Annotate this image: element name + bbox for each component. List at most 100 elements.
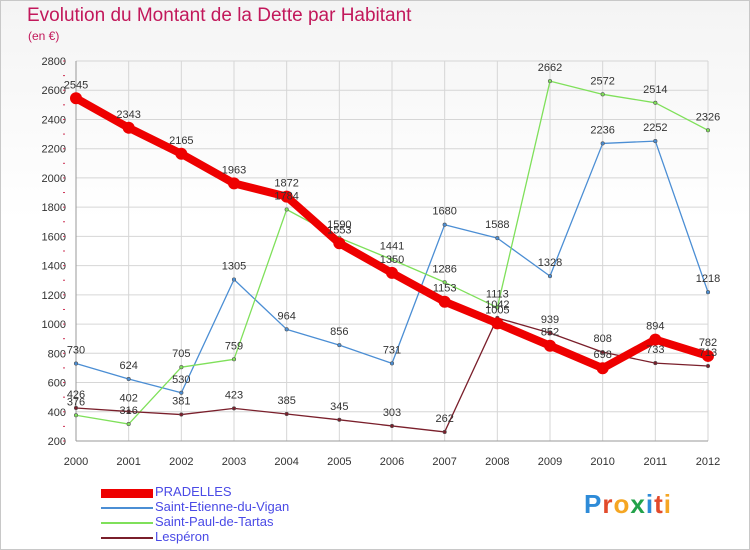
data-point	[600, 350, 605, 355]
data-point	[653, 361, 658, 366]
data-label: 731	[383, 344, 401, 356]
legend-label: Saint-Paul-de-Tartas	[155, 514, 274, 529]
data-point	[495, 236, 500, 241]
x-tick-label: 2009	[538, 456, 562, 468]
data-label: 1350	[380, 254, 404, 266]
data-label: 2662	[538, 62, 562, 74]
data-point	[179, 365, 184, 370]
legend-label: Lespéron	[155, 529, 210, 544]
data-point	[231, 277, 237, 282]
data-point	[547, 330, 553, 336]
y-tick-label: 2200	[42, 144, 66, 156]
data-label: 1588	[485, 219, 509, 231]
data-point	[547, 79, 553, 84]
data-label: 1590	[327, 219, 351, 231]
data-point	[438, 295, 451, 308]
y-tick-label: 600	[48, 378, 66, 390]
y-tick-label: 2800	[42, 56, 66, 68]
y-tick-label: 2000	[42, 173, 66, 185]
data-label: 856	[330, 326, 348, 338]
data-label: 808	[593, 333, 611, 345]
data-point	[122, 121, 135, 134]
data-point	[337, 343, 342, 348]
data-point	[442, 222, 447, 227]
data-label: 894	[646, 321, 664, 333]
data-point	[705, 290, 711, 295]
x-tick-label: 2012	[696, 456, 720, 468]
data-point	[126, 409, 131, 414]
data-point	[389, 423, 395, 428]
x-tick-label: 2010	[590, 456, 614, 468]
legend-swatch	[101, 522, 153, 524]
y-tick-label: 1600	[42, 231, 66, 243]
data-label: 2252	[643, 122, 667, 134]
data-label: 303	[383, 407, 401, 419]
data-label: 759	[225, 340, 243, 352]
data-label: 1153	[433, 283, 457, 295]
data-point	[705, 128, 711, 133]
data-label: 2343	[116, 109, 140, 121]
chart-subtitle: (en €)	[28, 29, 60, 43]
data-point	[280, 190, 293, 203]
data-point	[705, 363, 711, 369]
data-label: 1328	[538, 257, 562, 269]
data-point	[73, 413, 79, 418]
data-label: 426	[67, 389, 85, 401]
data-point	[544, 339, 556, 352]
x-tick-label: 2006	[380, 456, 404, 468]
legend-swatch	[101, 537, 153, 539]
y-tick-label: 1000	[42, 319, 66, 331]
data-label: 376	[67, 396, 85, 408]
data-point	[231, 406, 237, 411]
data-label: 423	[225, 389, 243, 401]
data-label: 782	[699, 337, 717, 349]
x-tick-label: 2002	[169, 456, 193, 468]
data-label: 2545	[64, 79, 88, 91]
data-point	[73, 405, 79, 411]
data-label: 345	[330, 401, 348, 413]
data-point	[70, 92, 82, 105]
data-label: 713	[699, 347, 717, 359]
data-label: 1441	[380, 241, 404, 253]
data-label: 1680	[432, 206, 456, 218]
data-point	[702, 349, 714, 362]
y-tick-label: 1200	[42, 290, 66, 302]
y-tick-label: 1800	[42, 202, 66, 214]
data-point	[600, 141, 605, 146]
data-label: 1963	[222, 164, 246, 176]
data-label: 1872	[274, 178, 298, 190]
data-point	[386, 266, 398, 279]
data-point	[284, 411, 289, 417]
data-point	[179, 412, 184, 417]
data-label: 1005	[485, 304, 509, 316]
data-point	[231, 357, 237, 362]
data-point	[389, 257, 395, 262]
data-point	[596, 362, 609, 375]
data-point	[389, 361, 395, 366]
data-label: 705	[172, 348, 190, 360]
data-label: 316	[119, 405, 137, 417]
data-label: 624	[119, 360, 137, 372]
x-tick-label: 2000	[64, 456, 88, 468]
legend-swatch	[101, 507, 153, 509]
data-point	[126, 421, 131, 427]
data-label: 385	[277, 395, 295, 407]
data-point	[228, 177, 240, 190]
data-point	[653, 100, 658, 105]
data-point	[491, 317, 504, 330]
data-label: 2165	[169, 135, 193, 147]
data-point	[284, 327, 289, 332]
data-label: 402	[119, 392, 137, 404]
legend-label: Saint-Etienne-du-Vigan	[155, 499, 290, 514]
chart-title: Evolution du Montant de la Dette par Hab…	[27, 5, 412, 26]
data-point	[284, 207, 289, 212]
x-tick-label: 2001	[116, 456, 140, 468]
data-label: 2514	[643, 84, 667, 96]
y-tick-label: 2600	[42, 85, 66, 97]
data-point	[73, 361, 79, 366]
data-label: 730	[67, 345, 85, 357]
y-tick-label: 200	[48, 436, 66, 448]
x-tick-label: 2007	[432, 456, 456, 468]
